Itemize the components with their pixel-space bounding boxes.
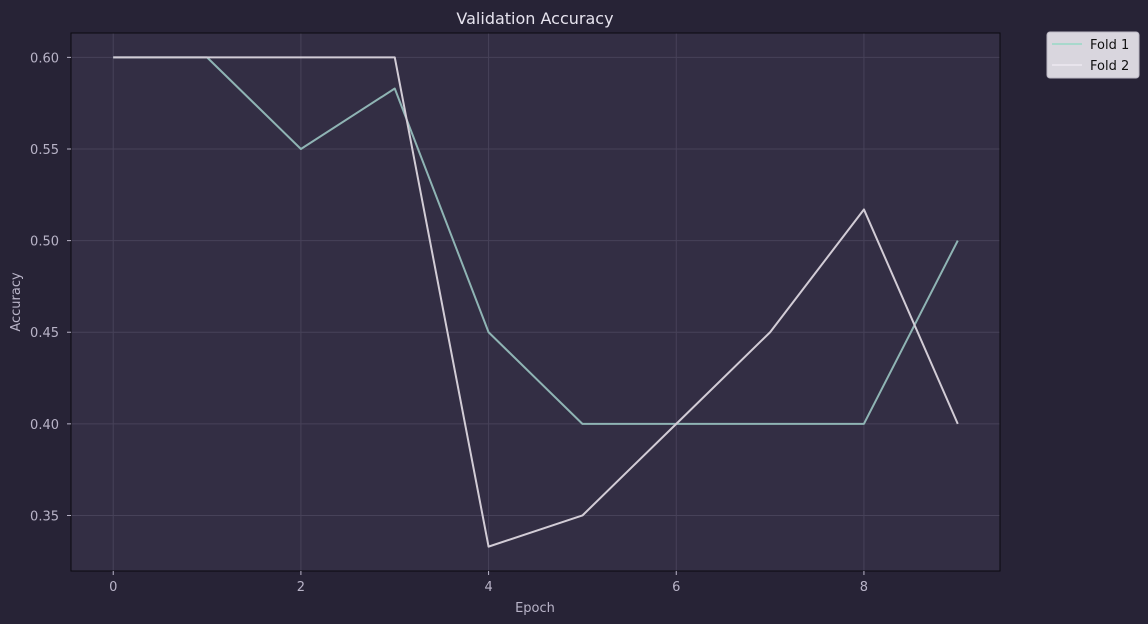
y-tick-label: 0.60 (30, 51, 59, 66)
x-tick-label: 2 (297, 580, 305, 595)
legend-label-fold-1: Fold 1 (1090, 38, 1129, 53)
x-tick-label: 0 (109, 580, 117, 595)
legend: Fold 1 Fold 2 (1046, 31, 1140, 79)
y-tick-label: 0.50 (30, 235, 59, 250)
y-tick-label: 0.45 (30, 326, 59, 341)
x-tick-label: 6 (672, 580, 680, 595)
x-axis-label: Epoch (515, 601, 555, 616)
series-line-fold-1 (113, 56, 959, 425)
y-tick-label: 0.55 (30, 143, 59, 158)
series-layer (113, 56, 959, 548)
y-tick-label: 0.35 (30, 509, 59, 524)
plot-frame (70, 32, 1001, 572)
y-axis-label: Accuracy (9, 272, 24, 332)
plot-area (71, 33, 1000, 571)
x-tick-label: 4 (484, 580, 492, 595)
series-line-fold-2 (113, 56, 959, 548)
x-axis: 0 2 4 6 8 (109, 571, 868, 595)
x-tick-label: 8 (860, 580, 868, 595)
y-axis: 0.35 0.40 0.45 0.50 0.55 0.60 (30, 51, 71, 524)
chart-title: Validation Accuracy (456, 9, 613, 28)
y-tick-label: 0.40 (30, 418, 59, 433)
legend-label-fold-2: Fold 2 (1090, 59, 1129, 74)
